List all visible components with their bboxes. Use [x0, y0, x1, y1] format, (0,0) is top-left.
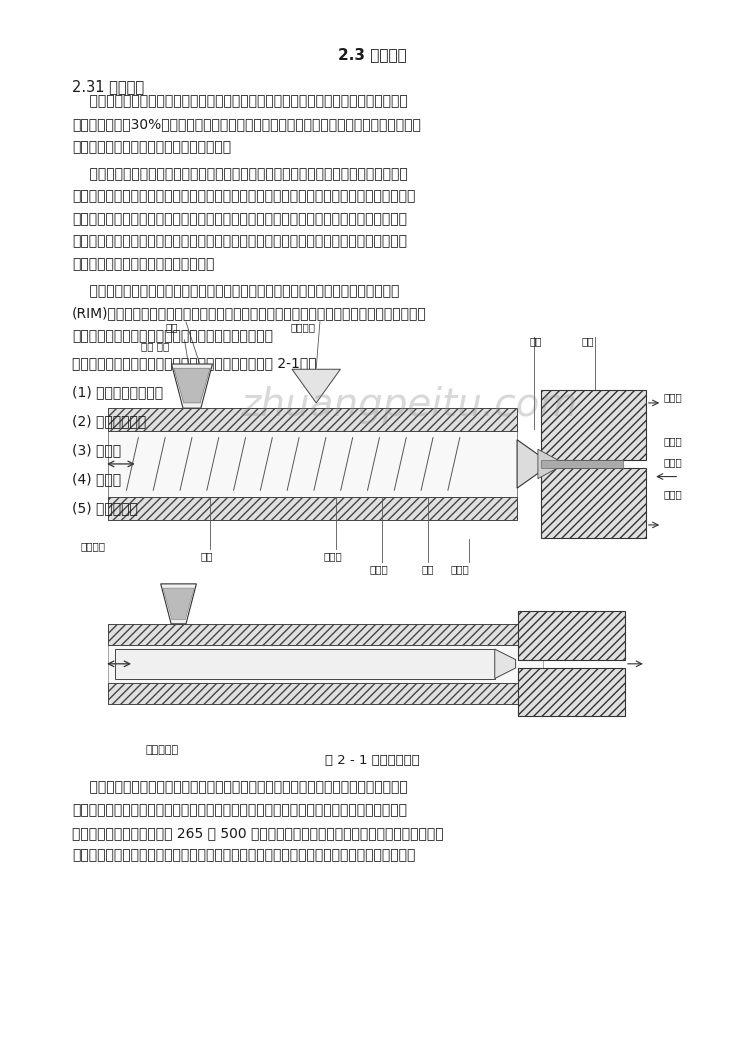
Bar — [541, 390, 646, 461]
Text: (5) 部分弹射。: (5) 部分弹射。 — [72, 501, 138, 514]
Bar — [108, 408, 517, 431]
Text: 挤压力: 挤压力 — [664, 437, 682, 447]
Text: 注塑已应用于热塑性塑料和热固性材料，泡沫部分，并已修改以产生的反应注射成型: 注塑已应用于热塑性塑料和热固性材料，泡沫部分，并已修改以产生的反应注射成型 — [72, 284, 400, 298]
Text: (RIM)过程中，热固性树脂系统的两个组件同时注入和快速聚合在模具内。然而大多数注射成: (RIM)过程中，热固性树脂系统的两个组件同时注入和快速聚合在模具内。然而大多数… — [72, 306, 427, 321]
Bar — [108, 683, 543, 704]
Polygon shape — [172, 364, 213, 408]
Text: (4) 冷却；: (4) 冷却； — [72, 471, 121, 486]
Text: 聚合物熔体由于其分子量高，所以粘度很高；他们不能像金属一样在重力流作用下直接: 聚合物熔体由于其分子量高，所以粘度很高；他们不能像金属一样在重力流作用下直接 — [72, 166, 408, 181]
Text: (3) 保压；: (3) 保压； — [72, 443, 121, 457]
Polygon shape — [174, 368, 211, 403]
Text: 的传热率决定的，这决定了在最后的铸造中晶粒尺寸和晶粒取向。在注射成型中的熔体注射: 的传热率决定的，这决定了在最后的铸造中晶粒尺寸和晶粒取向。在注射成型中的熔体注射 — [72, 211, 407, 226]
Text: zhuangpeitu.com: zhuangpeitu.com — [240, 386, 578, 424]
Text: 芯块 料斗: 芯块 料斗 — [141, 341, 170, 351]
Polygon shape — [292, 369, 341, 403]
Text: 注射室: 注射室 — [324, 551, 342, 562]
Polygon shape — [161, 584, 196, 624]
Bar — [541, 461, 623, 467]
Text: 冷却区域: 冷却区域 — [80, 541, 106, 551]
Text: 通风口: 通风口 — [664, 392, 682, 403]
Text: 模制件: 模制件 — [450, 564, 469, 574]
Polygon shape — [163, 588, 194, 620]
Text: 内注入条件和的冷却条件两者的影响。: 内注入条件和的冷却条件两者的影响。 — [72, 257, 214, 271]
Text: 喷射器: 喷射器 — [664, 458, 682, 468]
Text: 料筒: 料筒 — [201, 551, 214, 562]
Polygon shape — [517, 440, 539, 488]
Text: 喷嘴: 喷嘴 — [530, 337, 542, 347]
Polygon shape — [495, 649, 516, 679]
Bar — [108, 497, 517, 520]
Text: 分料梭: 分料梭 — [370, 564, 388, 574]
Bar — [108, 645, 543, 683]
Text: 2.3 注射成型: 2.3 注射成型 — [338, 47, 406, 62]
Text: 注塑主要用于热塑性塑料零件的生产，也是最古老的方法之一。目前注塑成型占所有塑: 注塑主要用于热塑性塑料零件的生产，也是最古老的方法之一。目前注塑成型占所有塑 — [72, 95, 408, 108]
Text: 件（如电话接收器），玩具，和水暖配件。: 件（如电话接收器），玩具，和水暖配件。 — [72, 140, 231, 154]
Text: 在高压力产生的剪切力是最终在材料的分子取向的主要原因。因此，成品的机械性能受模具: 在高压力产生的剪切力是最终在材料的分子取向的主要原因。因此，成品的机械性能受模具 — [72, 235, 407, 248]
Text: (1) 注射或模具填充；: (1) 注射或模具填充； — [72, 385, 163, 399]
Text: (2) 包装或压缩；: (2) 包装或压缩； — [72, 413, 147, 428]
Text: 塑料芯块（或粉末）被装入进料斗，穿过一条在注射料筒中通过旋转螺杆的作用下塑料: 塑料芯块（或粉末）被装入进料斗，穿过一条在注射料筒中通过旋转螺杆的作用下塑料 — [72, 781, 408, 794]
Text: 料树脂消费量的30%。典型的注塑产品是杯，容器，工具外壳，手柄，旋钮，电气和通信部: 料树脂消费量的30%。典型的注塑产品是杯，容器，工具外壳，手柄，旋钮，电气和通信… — [72, 117, 421, 132]
Text: 模具: 模具 — [582, 337, 594, 347]
Bar — [518, 668, 625, 716]
Text: 到积累了足够的塑料能够发射。注射活塞迫使熔融塑料从料筒，通过喷嘴、浇口和流道系统，: 到积累了足够的塑料能够发射。注射活塞迫使熔融塑料从料筒，通过喷嘴、浇口和流道系统… — [72, 848, 416, 863]
Text: 旋转和注复: 旋转和注复 — [145, 745, 179, 755]
Bar — [108, 431, 517, 497]
Polygon shape — [538, 449, 557, 479]
Text: 通风口: 通风口 — [664, 489, 682, 500]
Text: 一个典型的注塑成型周期或序列由五个阶段组成（见图 2-1）：: 一个典型的注塑成型周期或序列由五个阶段组成（见图 2-1）： — [72, 356, 317, 370]
Text: 的料筒加热壁。加热温度在 265 至 500 华氏度之间。随着压力增强，旋转螺杆被推向后压直: 的料筒加热壁。加热温度在 265 至 500 华氏度之间。随着压力增强，旋转螺杆… — [72, 826, 443, 839]
Text: 倒进模具中，但在高压下，必须强制进入模具中。因此，金属铸件的力学性能主要是由模具壁: 倒进模具中，但在高压下，必须强制进入模具中。因此，金属铸件的力学性能主要是由模具… — [72, 189, 416, 203]
Text: 图 2 - 1 注射成型过程: 图 2 - 1 注射成型过程 — [324, 754, 420, 767]
Text: 粉末: 粉末 — [166, 322, 179, 332]
Text: 2.31 注射成型: 2.31 注射成型 — [72, 79, 144, 94]
Bar — [115, 649, 495, 679]
Text: 型是热塑性塑料进行，后面的讨论集中于这样的造型。: 型是热塑性塑料进行，后面的讨论集中于这样的造型。 — [72, 329, 273, 343]
Text: 加热区域: 加热区域 — [290, 322, 315, 332]
Bar — [108, 624, 543, 645]
Text: 芯块（或粉末）被向前推进的通道。螺杆的旋转迫使这些芯块在高压下对抗使它们受热融化: 芯块（或粉末）被向前推进的通道。螺杆的旋转迫使这些芯块在高压下对抗使它们受热融化 — [72, 804, 407, 817]
Bar — [518, 611, 625, 660]
Bar — [541, 467, 646, 538]
Text: 浇口: 浇口 — [421, 564, 434, 574]
